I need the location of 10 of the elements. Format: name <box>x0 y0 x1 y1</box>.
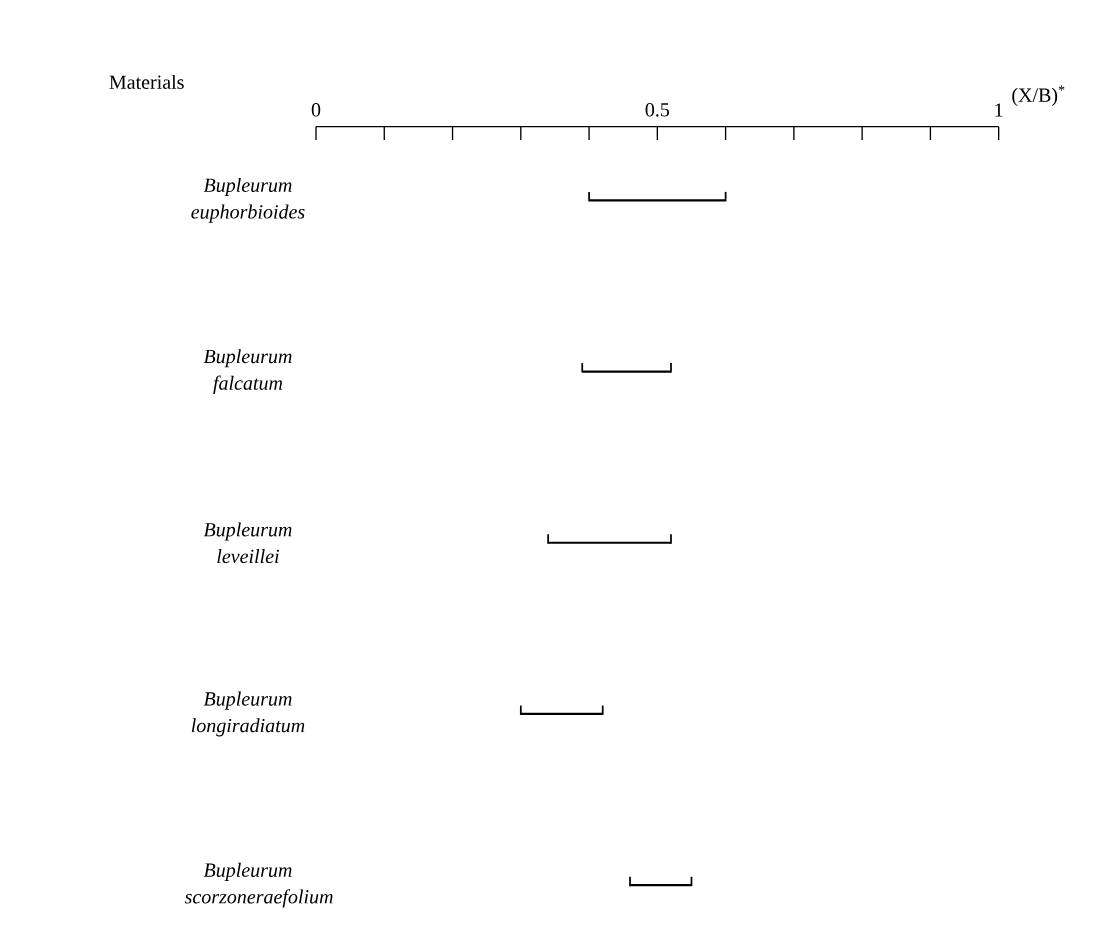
x-axis-title: (X/B)$^{*}$ <box>1012 85 1065 106</box>
x-tick-label: 0 <box>311 103 321 117</box>
y-tick-label: Bupleurum scorzoneraefolium <box>184 862 333 908</box>
x-tick-label: 0.5 <box>645 103 670 117</box>
y-tick-label: Bupleurum falcatum <box>203 349 292 394</box>
y-axis-title: Materials <box>109 74 184 89</box>
x-tick-label: 1 <box>995 103 1003 117</box>
y-tick-label: Bupleurum euphorbioides <box>191 177 305 223</box>
y-tick-label: Bupleurum longiradiatum <box>191 691 305 737</box>
y-tick-label: Bupleurum leveillei <box>203 522 292 564</box>
